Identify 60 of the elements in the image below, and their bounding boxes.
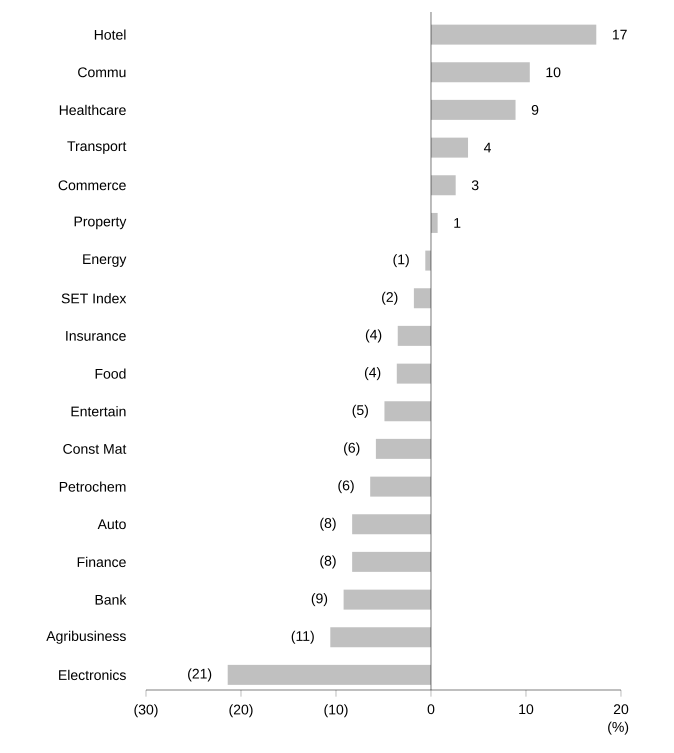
- data-label: (21): [188, 668, 212, 682]
- y-tick-label: SET Index: [62, 293, 126, 304]
- bar: [376, 438, 431, 459]
- x-tick-label: (20): [229, 704, 253, 718]
- x-axis-title: (%): [608, 722, 628, 735]
- data-label: 9: [532, 104, 538, 115]
- y-tick-label: Petrochem: [60, 481, 126, 492]
- data-label: 4: [484, 142, 491, 152]
- bar: [430, 62, 530, 82]
- y-tick-label: Commerce: [58, 180, 126, 190]
- y-tick-label: Healthcare: [60, 104, 126, 116]
- data-label: (5): [352, 404, 368, 418]
- y-tick-label: Agribusiness: [46, 630, 126, 644]
- y-tick-label: Hotel: [94, 29, 126, 40]
- y-tick-label: Energy: [83, 254, 126, 267]
- data-label: 10: [546, 67, 560, 78]
- data-label: (8): [320, 518, 336, 531]
- data-label: 1: [454, 218, 460, 228]
- data-label: (6): [344, 442, 360, 456]
- bar: [430, 212, 438, 233]
- data-label: (4): [364, 367, 380, 380]
- y-tick-label: Bank: [96, 594, 126, 605]
- data-label: (2): [382, 292, 398, 305]
- x-tick-label: 20: [614, 704, 628, 714]
- data-label: (4): [366, 329, 382, 342]
- bar: [430, 100, 516, 120]
- y-tick-label: Transport: [67, 141, 126, 154]
- bar: [430, 175, 456, 196]
- y-tick-label: Commu: [78, 67, 126, 78]
- bar: [344, 590, 431, 610]
- y-tick-label: Insurance: [66, 331, 126, 341]
- bar: [414, 288, 431, 308]
- bar: [330, 627, 431, 648]
- bar: [370, 476, 431, 497]
- y-tick-label: Food: [96, 368, 126, 379]
- data-label: (1): [393, 254, 409, 268]
- bar: [384, 401, 431, 422]
- data-label: 3: [472, 180, 478, 190]
- bar: [396, 364, 431, 384]
- bar: [430, 24, 596, 45]
- y-tick-label: Entertain: [72, 406, 126, 416]
- x-tick-label: 10: [519, 704, 534, 714]
- y-tick-label: Const Mat: [63, 444, 126, 454]
- bar: [430, 138, 468, 158]
- y-tick-label: Finance: [78, 556, 126, 568]
- y-tick-label: Auto: [98, 519, 126, 530]
- y-tick-label: Property: [74, 216, 126, 230]
- data-label: 17: [612, 30, 627, 40]
- y-tick-label: Electronics: [59, 670, 126, 680]
- data-label: (8): [320, 555, 336, 568]
- x-tick-label: (10): [324, 704, 348, 718]
- bar: [228, 664, 431, 685]
- x-tick-label: 0: [428, 704, 434, 714]
- bar: [352, 552, 431, 572]
- data-label: (6): [338, 480, 354, 494]
- x-tick-label: (30): [134, 704, 158, 718]
- data-label: (9): [312, 593, 328, 606]
- bar: [398, 326, 431, 346]
- data-label: (11): [292, 630, 314, 644]
- bar: [352, 514, 431, 534]
